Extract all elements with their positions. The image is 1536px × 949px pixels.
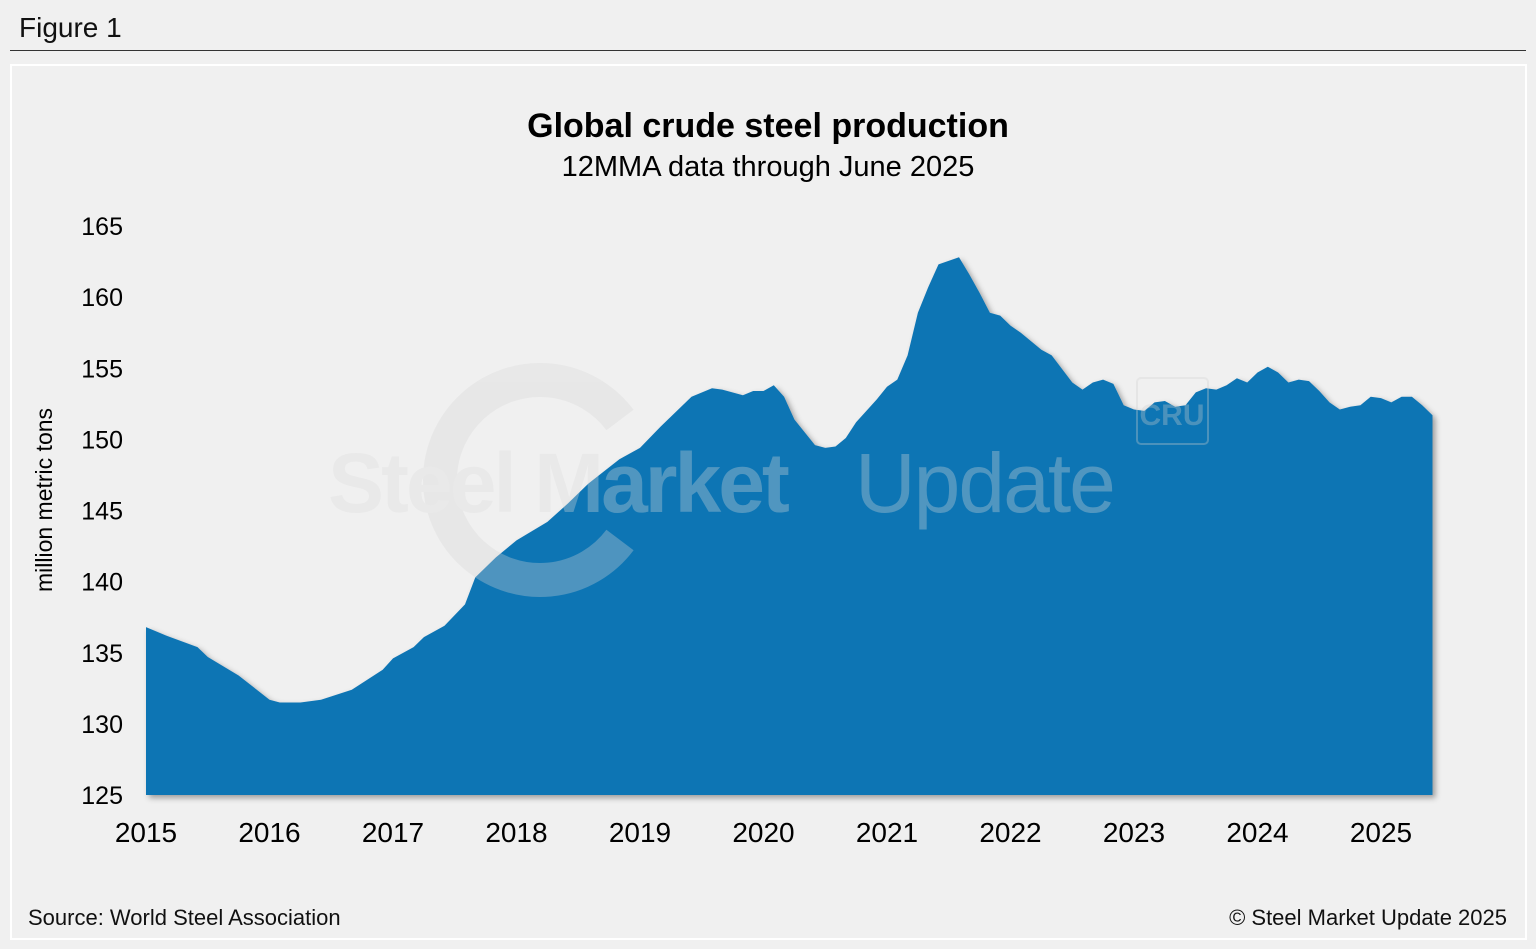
y-tick-label: 155 xyxy=(81,355,123,383)
x-tick-label: 2023 xyxy=(1103,817,1165,848)
y-tick-label: 160 xyxy=(81,284,123,312)
x-tick-label: 2015 xyxy=(115,817,177,848)
x-tick-label: 2024 xyxy=(1226,817,1288,848)
svg-text:Update: Update xyxy=(855,436,1114,530)
x-axis: 2015 2016 2017 2018 2019 2020 2021 2022 2023 2024… xyxy=(115,817,1412,848)
y-axis-label: million metric tons xyxy=(31,408,57,592)
svg-text:Steel Market: Steel Market xyxy=(328,436,789,530)
y-tick-label: 145 xyxy=(81,498,123,526)
y-tick-label: 125 xyxy=(81,782,123,810)
x-tick-label: 2018 xyxy=(485,817,547,848)
y-tick-label: 135 xyxy=(81,640,123,668)
y-tick-label: 150 xyxy=(81,426,123,454)
x-tick-label: 2019 xyxy=(609,817,671,848)
chart-subtitle: 12MMA data through June 2025 xyxy=(562,151,975,183)
svg-text:CRU: CRU xyxy=(1140,399,1205,432)
watermark-logo: Steel Market Update CRU xyxy=(328,363,1209,597)
x-tick-label: 2017 xyxy=(362,817,424,848)
x-tick-label: 2025 xyxy=(1350,817,1412,848)
x-tick-label: 2022 xyxy=(979,817,1041,848)
x-tick-label: 2021 xyxy=(856,817,918,848)
chart-panel xyxy=(10,64,1527,940)
y-tick-label: 140 xyxy=(81,569,123,597)
figure-label: Figure 1 xyxy=(19,12,122,43)
y-tick-label: 165 xyxy=(81,213,123,241)
chart-title: Global crude steel production xyxy=(527,107,1009,145)
production-area xyxy=(146,257,1433,795)
x-tick-label: 2020 xyxy=(732,817,794,848)
copyright-note: © Steel Market Update 2025 xyxy=(1229,905,1507,930)
x-tick-label: 2016 xyxy=(238,817,300,848)
y-axis: 125 130 135 140 145 150 155 160 165 xyxy=(81,213,123,810)
y-tick-label: 130 xyxy=(81,711,123,739)
header-divider xyxy=(10,50,1526,51)
source-note: Source: World Steel Association xyxy=(28,905,341,930)
